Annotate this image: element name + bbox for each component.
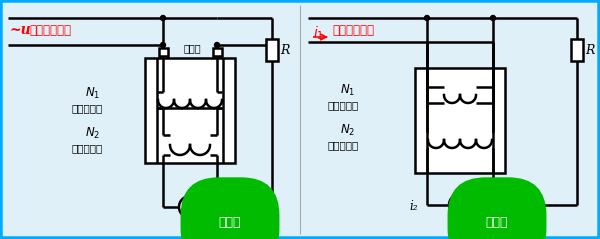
Bar <box>571 39 583 61</box>
Circle shape <box>215 43 220 48</box>
Circle shape <box>449 194 471 216</box>
Bar <box>145 58 235 163</box>
Bar <box>212 48 221 56</box>
Text: $N_1$: $N_1$ <box>340 82 355 98</box>
Text: $N_2$: $N_2$ <box>340 122 355 138</box>
Text: i₂: i₂ <box>409 201 418 213</box>
Circle shape <box>161 16 166 21</box>
Text: （匝数多）: （匝数多） <box>327 140 358 150</box>
Circle shape <box>490 202 496 208</box>
Text: $N_1$: $N_1$ <box>85 86 100 101</box>
Bar <box>266 39 278 61</box>
Text: （被测电流）: （被测电流） <box>332 23 374 37</box>
Circle shape <box>425 16 430 21</box>
Text: R: R <box>585 43 595 56</box>
Text: 电流表: 电流表 <box>486 216 508 228</box>
Text: （被测电压）: （被测电压） <box>29 23 71 37</box>
Text: （匝数多）: （匝数多） <box>72 103 103 113</box>
Bar <box>415 68 505 173</box>
Text: ~u: ~u <box>10 23 32 37</box>
Circle shape <box>161 43 166 48</box>
Circle shape <box>179 196 201 218</box>
Text: 保险丝: 保险丝 <box>183 43 201 53</box>
Text: 电压表: 电压表 <box>219 216 241 228</box>
Circle shape <box>491 16 496 21</box>
Text: R: R <box>280 43 289 56</box>
Text: （匝数少）: （匝数少） <box>72 143 103 153</box>
Text: $N_2$: $N_2$ <box>85 125 100 141</box>
Text: $i_1$: $i_1$ <box>313 24 324 42</box>
Text: （匝数少）: （匝数少） <box>327 100 358 110</box>
Bar <box>158 48 167 56</box>
